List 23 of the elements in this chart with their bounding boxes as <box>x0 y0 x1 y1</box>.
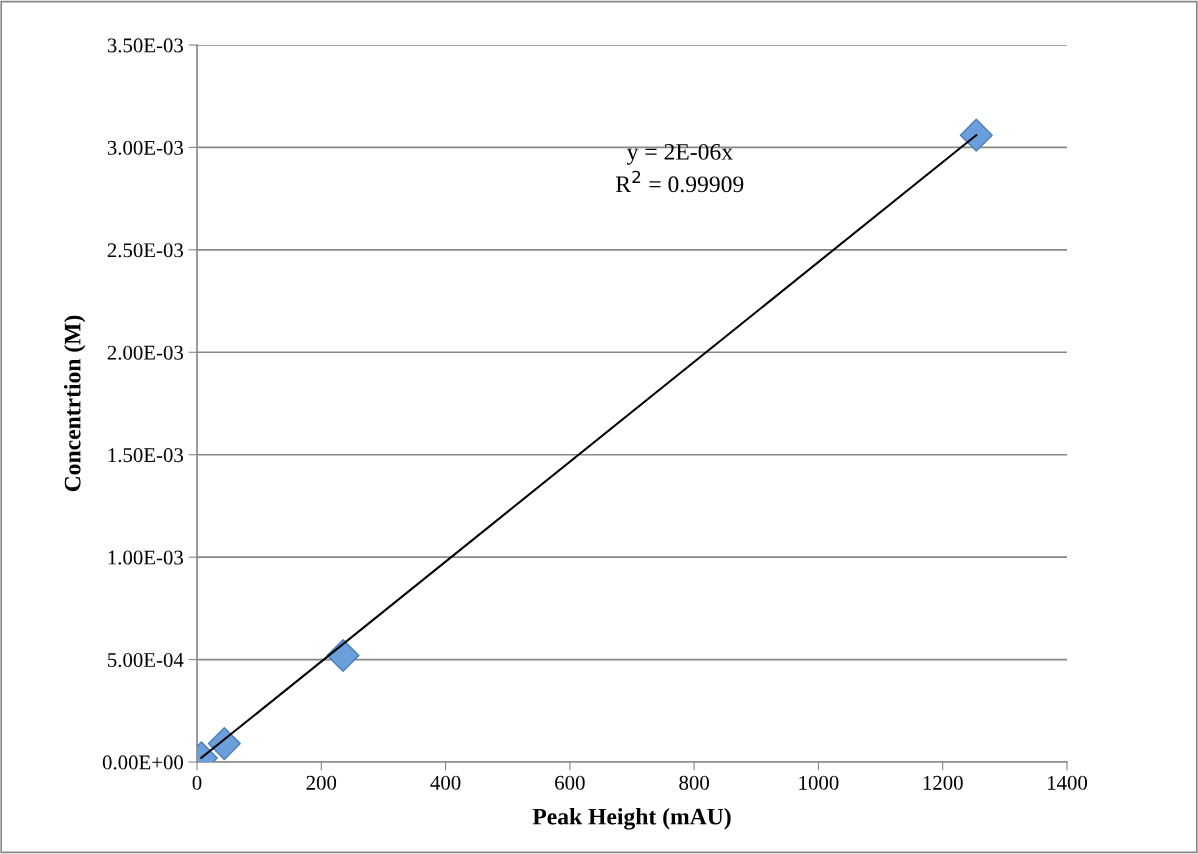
y-tick-label: 5.00E-04 <box>108 652 184 668</box>
x-tick-label: 1400 <box>1048 775 1088 790</box>
point <box>326 638 360 673</box>
y-axis-title: Concentrtion (M) <box>63 315 86 492</box>
annotation: y = 2E-06x <box>626 143 733 165</box>
x-tick-label: 1000 <box>799 775 839 790</box>
y-tick-label: 0.00E+00 <box>102 755 184 770</box>
y-tick-label: 2.50E-03 <box>107 243 183 258</box>
x-axis-title: Peak Height (mAU) <box>532 807 731 830</box>
y-tick-label: 3.50E-03 <box>107 38 183 53</box>
y-tick-label: 2.00E-03 <box>107 345 183 360</box>
x-tick-label: 1200 <box>923 775 963 790</box>
y-tick-label: 3.00E-03 <box>107 140 183 155</box>
point <box>959 118 993 152</box>
annotation: R$^{2}$ = 0.99909 <box>615 170 744 193</box>
x-tick-label: 600 <box>555 775 585 790</box>
point <box>207 727 241 761</box>
x-tick-label: 800 <box>679 775 709 790</box>
x-tick-label: 400 <box>430 775 461 790</box>
x-tick-label: 200 <box>306 775 337 790</box>
y-tick-label: 1.50E-03 <box>108 448 183 463</box>
x-tick-label: 0 <box>192 775 202 790</box>
y-tick-label: 1.00E-03 <box>108 550 183 565</box>
